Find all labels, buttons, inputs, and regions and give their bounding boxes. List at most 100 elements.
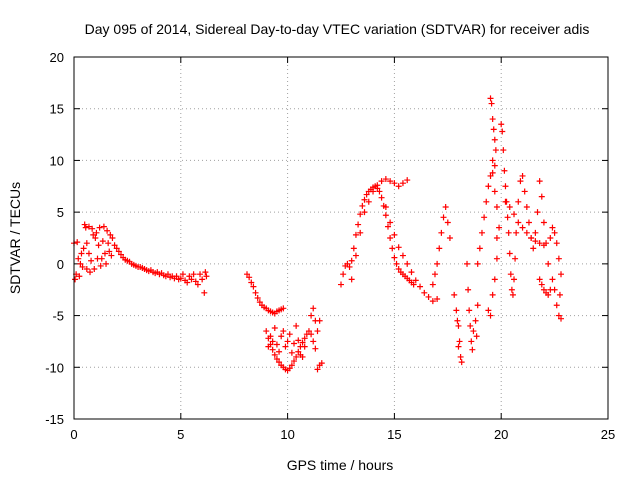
data-point (108, 252, 115, 259)
x-axis-label: GPS time / hours (287, 457, 394, 473)
data-point (458, 359, 465, 366)
data-point (502, 198, 509, 205)
data-point (80, 245, 87, 252)
data-point (545, 260, 552, 267)
data-point (451, 291, 458, 298)
data-point (284, 338, 291, 345)
data-point (100, 223, 107, 230)
data-point (276, 348, 283, 355)
data-point (500, 147, 507, 154)
data-point (293, 322, 300, 329)
data-point (248, 279, 255, 286)
data-point (74, 239, 81, 246)
data-point (173, 273, 180, 280)
data-point (72, 276, 79, 283)
data-point (558, 315, 565, 322)
data-point (314, 328, 321, 335)
data-point (512, 255, 519, 262)
data-point (493, 235, 500, 241)
data-point (467, 322, 474, 329)
data-point (188, 276, 195, 283)
grid (74, 57, 608, 419)
data-point (455, 343, 462, 350)
data-point (468, 338, 475, 345)
data-point (547, 235, 554, 241)
data-point (453, 307, 460, 314)
data-point (417, 283, 424, 290)
data-point (254, 294, 261, 301)
data-point (295, 337, 302, 344)
data-point (111, 242, 118, 249)
data-point (359, 202, 366, 209)
data-point (521, 188, 528, 195)
data-point (273, 341, 280, 348)
data-point (487, 312, 494, 319)
x-tick-label: 15 (387, 427, 401, 442)
data-point (89, 225, 96, 232)
y-tick-label: -10 (45, 360, 64, 375)
data-point (340, 271, 347, 278)
data-point (78, 250, 85, 257)
data-point (474, 302, 481, 309)
data-point (508, 286, 515, 293)
y-tick-label: 15 (50, 102, 64, 117)
data-point (105, 240, 112, 247)
data-point (273, 356, 280, 363)
data-point (282, 343, 289, 350)
data-point (551, 229, 558, 236)
data-point (344, 260, 351, 267)
data-point (286, 331, 293, 338)
data-point (276, 359, 283, 366)
data-point (515, 219, 522, 226)
data-point (85, 223, 92, 230)
data-point (293, 353, 300, 360)
data-point (464, 260, 471, 267)
data-point (540, 242, 547, 249)
data-point (113, 245, 120, 252)
data-point (511, 276, 518, 283)
data-point (489, 169, 496, 176)
data-point (425, 293, 432, 300)
data-point (540, 286, 547, 293)
y-tick-label: 5 (57, 205, 64, 220)
data-point (491, 136, 498, 143)
data-point (291, 340, 298, 347)
data-point (77, 260, 84, 267)
data-point (440, 214, 447, 221)
data-point (519, 224, 526, 231)
data-point (553, 240, 560, 247)
chart-title: Day 095 of 2014, Sidereal Day-to-day VTE… (85, 21, 590, 37)
data-point (346, 263, 353, 270)
data-point (194, 281, 201, 288)
data-point (96, 224, 103, 231)
data-point (487, 95, 494, 102)
data-point (538, 193, 545, 200)
data-point (515, 198, 522, 205)
data-point (395, 266, 402, 273)
data-point (301, 343, 308, 350)
data-point (288, 349, 295, 356)
data-point (91, 266, 98, 273)
data-point (103, 260, 110, 267)
data-point (316, 317, 323, 324)
data-point (490, 126, 497, 133)
data-point (558, 271, 565, 278)
data-point (507, 271, 514, 278)
data-point (280, 328, 287, 335)
data-point (476, 245, 483, 252)
data-point (199, 276, 206, 283)
y-tick-label: -15 (45, 412, 64, 427)
data-point (280, 305, 287, 312)
data-point (534, 209, 541, 216)
data-point (184, 279, 191, 286)
data-point (271, 324, 278, 331)
data-point (491, 276, 498, 283)
data-point (489, 291, 496, 298)
data-point (485, 183, 492, 190)
data-point (474, 260, 481, 267)
data-point (99, 238, 106, 245)
data-point (288, 362, 295, 369)
data-point (376, 188, 383, 195)
data-point (387, 178, 394, 185)
x-tick-label: 5 (177, 427, 184, 442)
